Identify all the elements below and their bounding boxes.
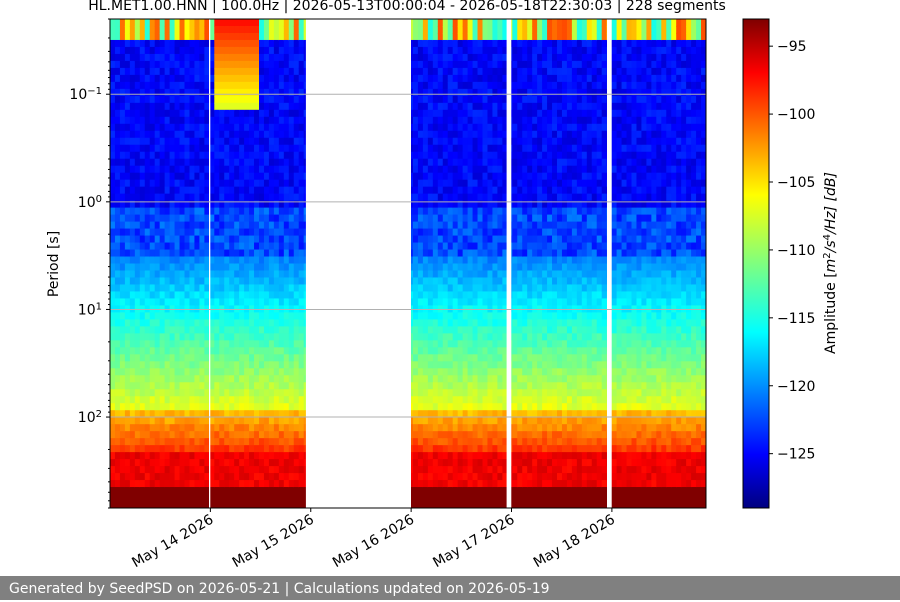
colorbar-tick-label: −120 xyxy=(777,379,815,395)
x-tick-label: May 14 2026 xyxy=(129,512,216,572)
footer-bar: Generated by SeedPSD on 2026-05-21 | Cal… xyxy=(0,576,900,600)
y-tick-label: 100 xyxy=(78,193,102,211)
y-tick-label: 102 xyxy=(78,409,102,427)
data-gap xyxy=(507,19,512,508)
y-axis-label: Period [s] xyxy=(46,231,62,297)
colorbar-tick-label: −110 xyxy=(777,243,815,259)
x-tick-label: May 18 2026 xyxy=(531,512,618,572)
colorbar-ticks: −95 −100 −105 −110 −115 −120 −125 xyxy=(769,39,815,463)
y-tick-label: 10−1 xyxy=(69,86,102,104)
x-tick-label: May 16 2026 xyxy=(330,512,417,572)
data-gap xyxy=(306,19,411,508)
x-tick-label: May 15 2026 xyxy=(230,512,317,572)
colorbar-tick-label: −95 xyxy=(777,39,807,55)
colorbar-tick-label: −125 xyxy=(777,447,815,463)
colorbar-tick-label: −115 xyxy=(777,311,815,327)
colorbar-tick-label: −100 xyxy=(777,107,815,123)
footer-text: Generated by SeedPSD on 2026-05-21 | Cal… xyxy=(0,581,550,597)
colorbar xyxy=(743,19,769,508)
y-axis: 10−1 100 101 102 xyxy=(69,19,110,508)
y-tick-label: 101 xyxy=(78,301,102,319)
data-gap xyxy=(607,19,612,508)
colorbar-tick-label: −105 xyxy=(777,175,815,191)
colorbar-label: Amplitude [m2/s4/Hz] [dB] xyxy=(822,172,840,354)
x-tick-label: May 17 2026 xyxy=(430,512,517,572)
data-gap xyxy=(209,19,210,508)
